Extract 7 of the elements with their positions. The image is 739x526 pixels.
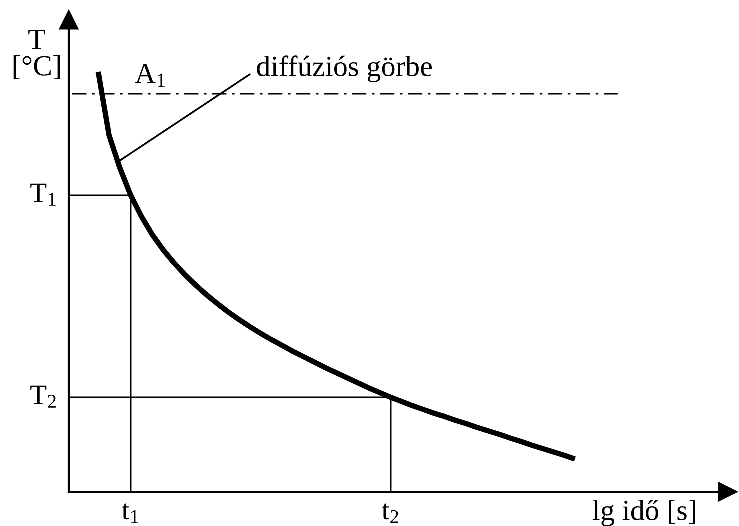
ref-line-label: T$_{1}$ <box>30 184 56 206</box>
ref-line-label: A$_{1}$ <box>135 64 166 88</box>
y-axis-title: T [°C] <box>14 30 60 80</box>
x-tick-label: t$_{2}$ <box>382 504 398 524</box>
annotation: diffúziós görbe <box>257 56 432 82</box>
x-tick-label: t$_{1}$ <box>122 504 138 524</box>
ref-line-label: T$_{2}$ <box>30 386 56 408</box>
